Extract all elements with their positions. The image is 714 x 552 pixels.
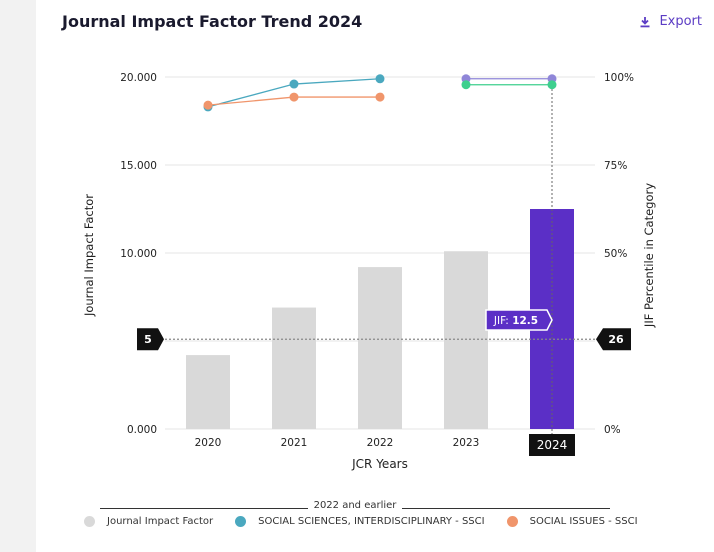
download-icon xyxy=(639,16,651,28)
legend-swatch-social-issues xyxy=(506,516,518,527)
jif-tooltip-text: JIF: 12.5 xyxy=(493,315,538,327)
legend-group-header: 2022 and earlier xyxy=(100,500,610,511)
legend-item-jif[interactable]: Journal Impact Factor xyxy=(84,516,213,527)
legend-item-ssci-interdisciplinary[interactable]: SOCIAL SCIENCES, INTERDISCIPLINARY - SSC… xyxy=(235,516,485,527)
jif-tooltip xyxy=(485,309,553,331)
jif-tooltip-label: JIF: xyxy=(493,315,512,327)
legend-label-social-issues: SOCIAL ISSUES - SSCI xyxy=(529,516,638,527)
jif-trend-chart: 0.000510.00015.00020.0000%25%50%75%100%J… xyxy=(82,72,656,471)
point-ssci-interdisciplinary-2021 xyxy=(289,79,299,89)
legend-swatch-ssci-interdisciplinary xyxy=(235,516,247,527)
point-social-issues-2022 xyxy=(375,92,385,102)
x-highlight-label-box xyxy=(529,434,575,456)
bar-2022 xyxy=(358,267,402,429)
y2-axis-title: JIF Percentile in Category xyxy=(642,183,656,328)
page-side-strip xyxy=(0,0,36,552)
y-tick-label-2: 10.000 xyxy=(120,248,157,260)
legend-group-rule-right xyxy=(402,508,610,509)
y-tick-label-0: 0.000 xyxy=(127,424,157,436)
point-social-issues-2021 xyxy=(289,92,299,102)
x-tick-label-2023: 2023 xyxy=(453,437,480,449)
y2-tick-label-2: 50% xyxy=(604,248,627,260)
x-tick-label-2022: 2022 xyxy=(367,437,394,449)
right-axis-marker-label: 26 xyxy=(608,333,624,346)
legend-group-rule-left xyxy=(100,508,308,509)
x-tick-label-2020: 2020 xyxy=(195,437,222,449)
chart-legend: Journal Impact Factor SOCIAL SCIENCES, I… xyxy=(84,516,638,527)
export-label: Export xyxy=(659,14,702,29)
jif-tooltip-value: 12.5 xyxy=(512,315,538,327)
legend-group-title: 2022 and earlier xyxy=(313,500,397,511)
legend-label-jif: Journal Impact Factor xyxy=(107,516,214,527)
bar-2023 xyxy=(444,251,488,429)
y2-tick-label-3: 75% xyxy=(604,160,627,172)
y-axis-title: Journal Impact Factor xyxy=(82,194,96,317)
left-axis-marker xyxy=(137,328,164,351)
point-current-category-b-2023 xyxy=(461,80,471,90)
export-button[interactable]: Export xyxy=(639,14,702,29)
point-ssci-interdisciplinary-2022 xyxy=(375,74,385,84)
point-social-issues-2020 xyxy=(203,100,213,110)
bar-2021 xyxy=(272,307,316,429)
right-axis-marker xyxy=(596,328,631,351)
bar-2020 xyxy=(186,355,230,429)
chart-card-title: Journal Impact Factor Trend 2024 xyxy=(62,12,363,31)
legend-item-social-issues[interactable]: SOCIAL ISSUES - SSCI xyxy=(506,516,638,527)
y-tick-label-3: 15.000 xyxy=(120,160,157,172)
left-axis-marker-label: 5 xyxy=(144,333,152,346)
point-current-category-b-2024 xyxy=(547,80,557,90)
legend-label-ssci-interdisciplinary: SOCIAL SCIENCES, INTERDISCIPLINARY - SSC… xyxy=(258,516,485,527)
x-axis-title: JCR Years xyxy=(351,457,408,471)
legend-swatch-jif xyxy=(84,516,95,527)
x-tick-label-highlight: 2024 xyxy=(537,438,568,452)
y-tick-label-4: 20.000 xyxy=(120,72,157,84)
x-tick-label-2021: 2021 xyxy=(281,437,308,449)
y2-tick-label-4: 100% xyxy=(604,72,634,84)
y2-tick-label-0: 0% xyxy=(604,424,621,436)
